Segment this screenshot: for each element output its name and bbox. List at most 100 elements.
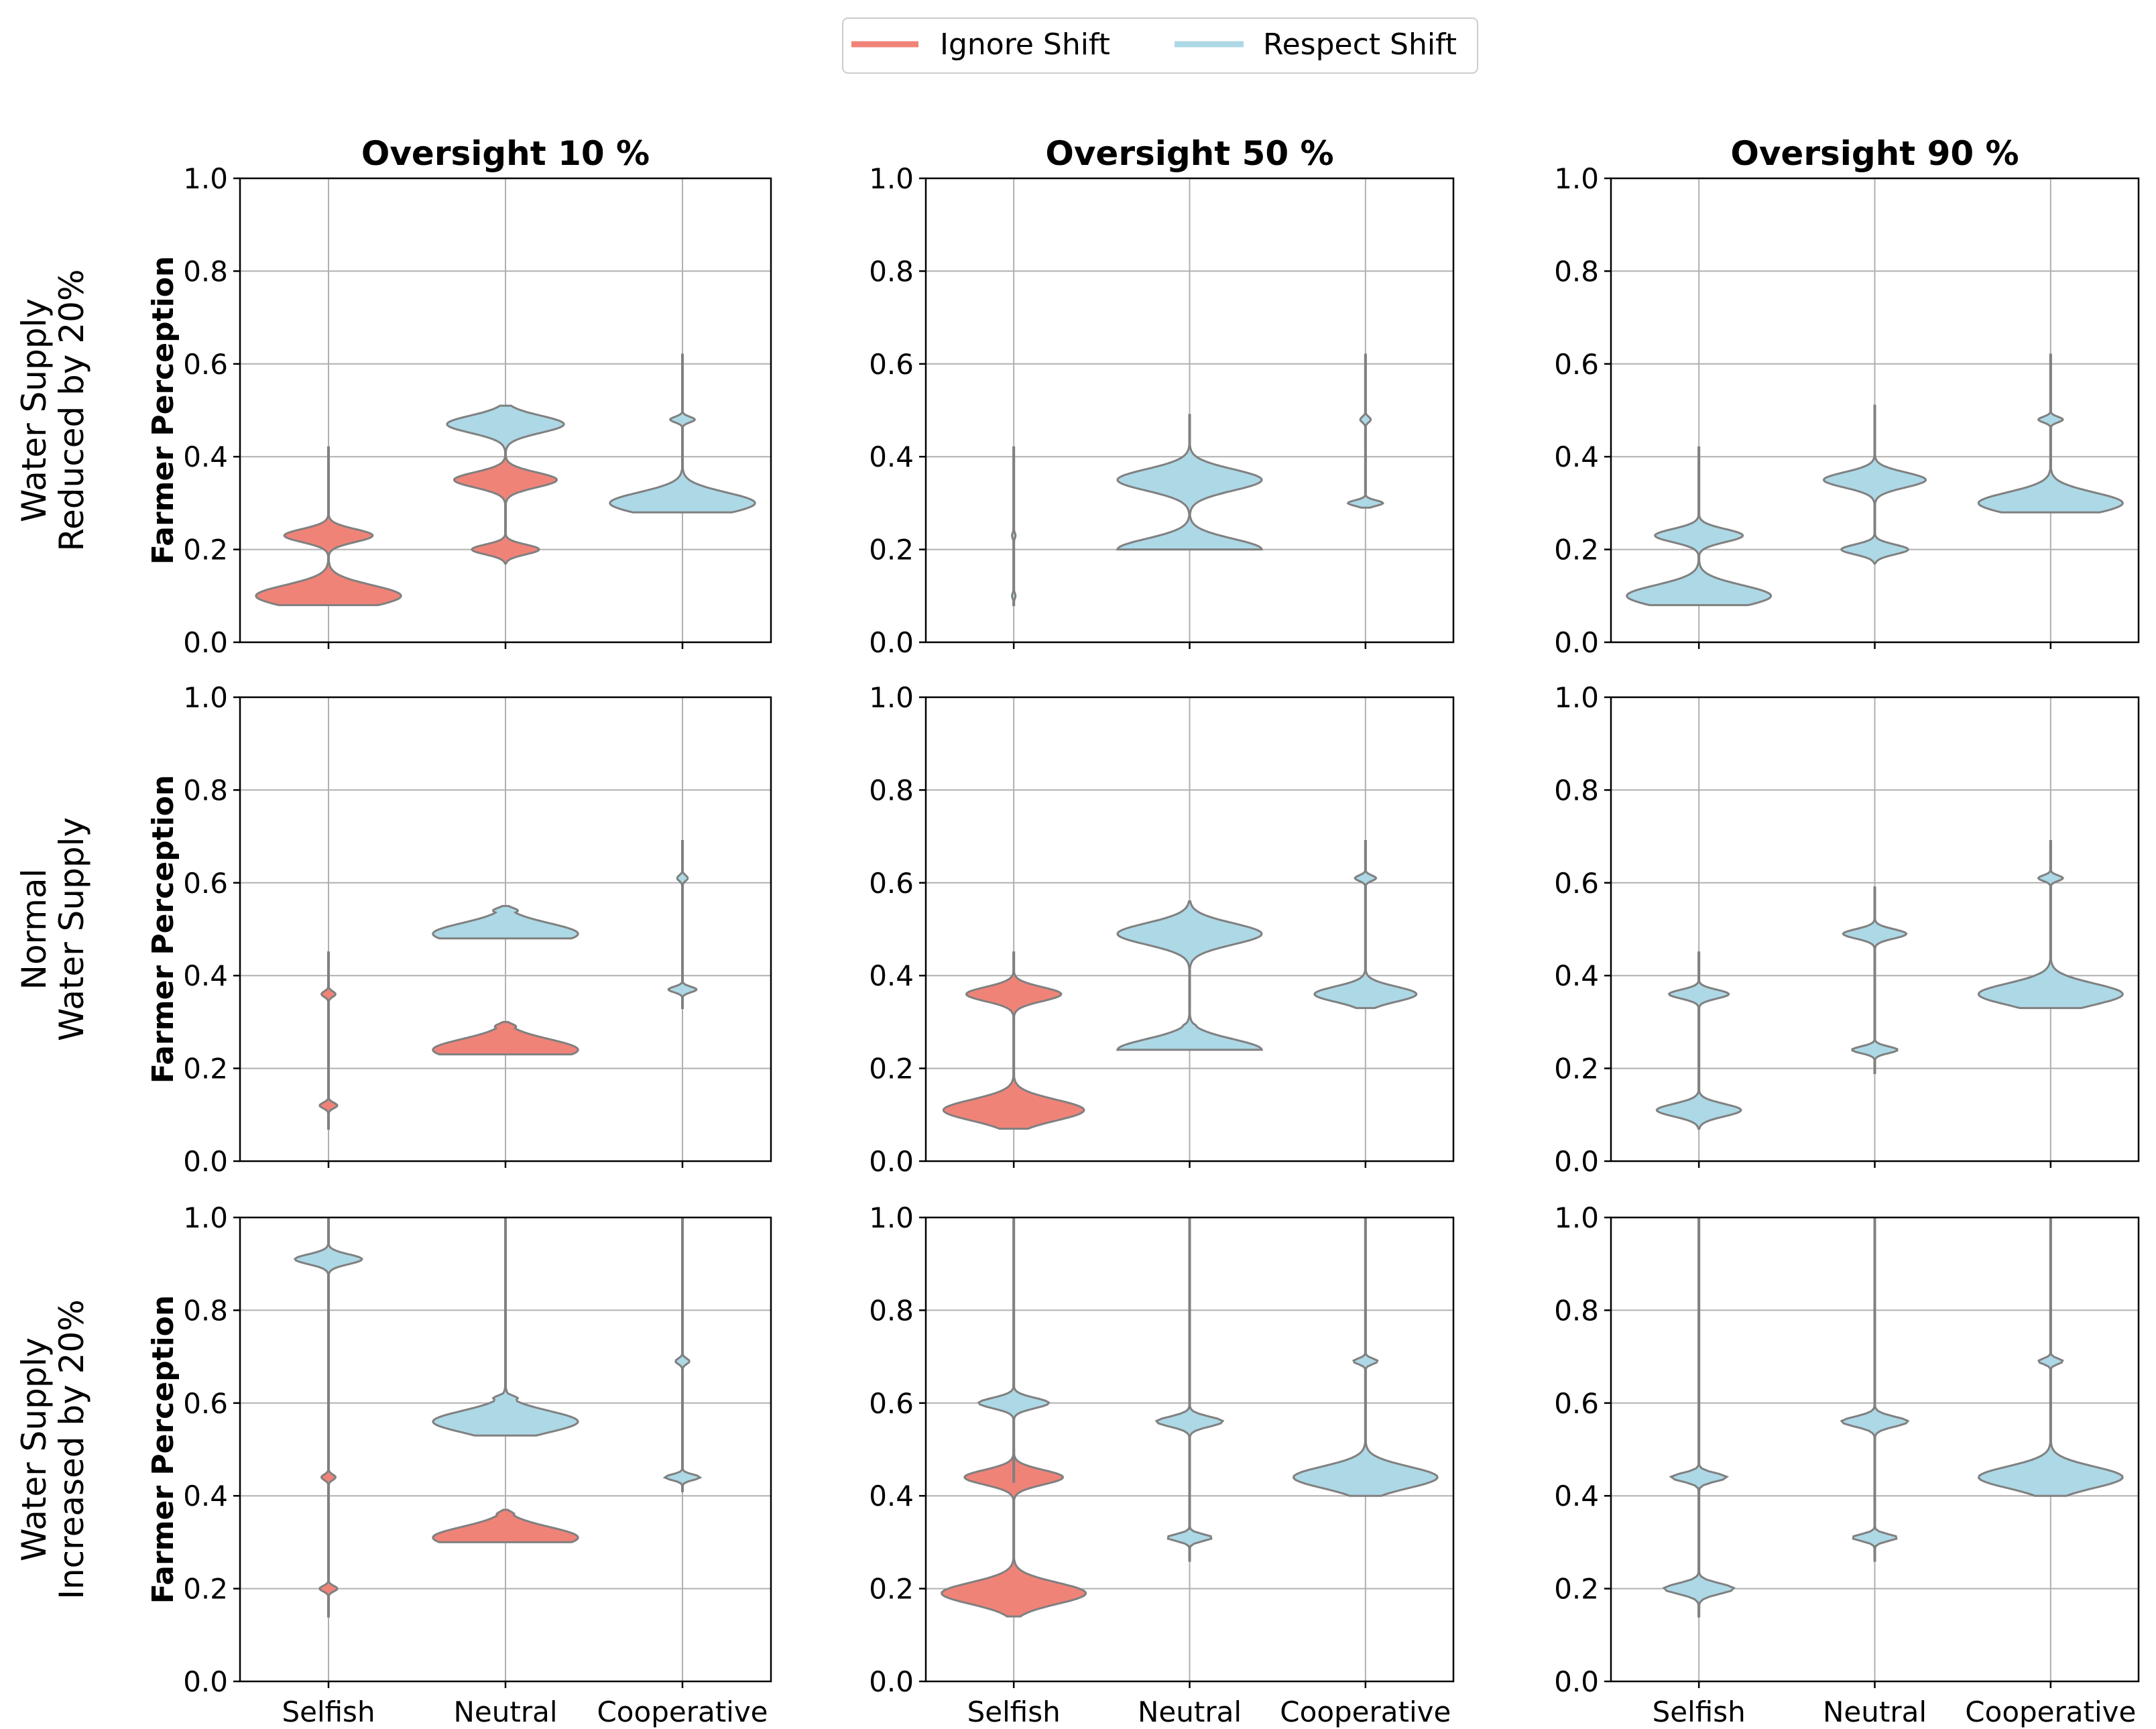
panel: 0.0 0.2 0.4 0.6 0.8 1.0 Selfish Neutral Cooperat… bbox=[146, 1201, 772, 1728]
y-tick-label: 0.4 bbox=[869, 959, 914, 992]
column-title: Oversight 10 % bbox=[361, 134, 650, 173]
y-tick-label: 0.6 bbox=[183, 867, 228, 900]
violins bbox=[293, 1217, 703, 1618]
y-tick-label: 0.6 bbox=[869, 348, 914, 381]
violin bbox=[942, 951, 1085, 1130]
y-tick-label: 0.0 bbox=[1554, 1145, 1599, 1178]
y-tick-label: 0.6 bbox=[1554, 1387, 1599, 1420]
y-tick-label: 0.8 bbox=[869, 774, 914, 807]
legend-entry: Ignore Shift bbox=[851, 27, 1110, 62]
x-tick-label: Selfish bbox=[1653, 1695, 1746, 1728]
y-tick-label: 1.0 bbox=[869, 162, 914, 195]
violin bbox=[1842, 886, 1908, 1074]
column-title: Oversight 90 % bbox=[1730, 134, 2019, 173]
y-tick-label: 1.0 bbox=[183, 681, 228, 714]
legend-entry: Respect Shift bbox=[1175, 27, 1457, 62]
x-tick-label: Cooperative bbox=[1965, 1695, 2136, 1728]
violins bbox=[1011, 353, 1384, 607]
y-tick-label: 1.0 bbox=[869, 681, 914, 714]
y-tick-label: 0.0 bbox=[1554, 1665, 1599, 1698]
violin bbox=[1655, 951, 1742, 1130]
row-title-line: Normal bbox=[15, 869, 54, 990]
violin bbox=[1011, 446, 1017, 607]
y-tick-label: 0.6 bbox=[869, 867, 914, 900]
y-tick-label: 0.8 bbox=[183, 774, 228, 807]
violin bbox=[446, 404, 565, 458]
y-tick-label: 0.0 bbox=[869, 1665, 914, 1698]
x-tick-label: Cooperative bbox=[597, 1695, 768, 1728]
legend-label: Respect Shift bbox=[1263, 27, 1457, 62]
y-tick-label: 0.2 bbox=[183, 1053, 228, 1085]
y-tick-label: 0.2 bbox=[869, 1573, 914, 1606]
violins bbox=[255, 353, 756, 607]
violin bbox=[1977, 353, 2124, 514]
y-tick-label: 0.6 bbox=[869, 1387, 914, 1420]
row-title-line: Water Supply bbox=[15, 298, 54, 522]
violins bbox=[942, 840, 1418, 1130]
y-tick-label: 0.2 bbox=[183, 1573, 228, 1606]
violins bbox=[1655, 840, 2124, 1130]
y-axis-label: Farmer Perception bbox=[146, 775, 180, 1083]
violin bbox=[1822, 404, 1927, 564]
violin bbox=[1154, 1217, 1225, 1562]
violin bbox=[1840, 1217, 1910, 1562]
violin bbox=[432, 1217, 579, 1437]
y-tick-label: 0.4 bbox=[869, 440, 914, 473]
violin bbox=[432, 1508, 579, 1543]
y-tick-label: 1.0 bbox=[1554, 162, 1599, 195]
y-tick-label: 0.8 bbox=[1554, 255, 1599, 288]
y-tick-label: 0.2 bbox=[1554, 534, 1599, 567]
y-tick-label: 0.4 bbox=[1554, 440, 1599, 473]
row-title-line: Water Supply bbox=[15, 1337, 54, 1561]
legend: Ignore Shift Respect Shift bbox=[842, 17, 1478, 74]
panel: 0.0 0.2 0.4 0.6 0.8 1.0 bbox=[1554, 681, 2140, 1178]
violin bbox=[293, 1217, 364, 1451]
x-tick-label: Neutral bbox=[453, 1695, 557, 1728]
y-tick-label: 0.8 bbox=[183, 1294, 228, 1327]
row-title-line: Increased by 20% bbox=[52, 1299, 91, 1600]
y-tick-label: 0.2 bbox=[869, 1053, 914, 1085]
y-tick-label: 0.6 bbox=[1554, 348, 1599, 381]
x-tick-label: Selfish bbox=[967, 1695, 1061, 1728]
y-tick-label: 0.2 bbox=[183, 534, 228, 567]
y-tick-label: 1.0 bbox=[183, 162, 228, 195]
y-tick-label: 0.6 bbox=[1554, 867, 1599, 900]
violin bbox=[432, 904, 579, 940]
y-tick-label: 0.0 bbox=[183, 1145, 228, 1178]
x-tick-label: Neutral bbox=[1138, 1695, 1242, 1728]
y-tick-label: 0.0 bbox=[1554, 626, 1599, 659]
y-tick-label: 0.8 bbox=[869, 1294, 914, 1327]
y-tick-label: 0.6 bbox=[183, 348, 228, 381]
violin bbox=[609, 353, 756, 514]
y-tick-label: 0.8 bbox=[1554, 774, 1599, 807]
violins bbox=[941, 1217, 1439, 1618]
violin bbox=[432, 1020, 579, 1056]
violin bbox=[1626, 446, 1773, 607]
violin bbox=[1346, 353, 1384, 509]
violin bbox=[1977, 840, 2124, 1010]
y-tick-label: 0.0 bbox=[183, 626, 228, 659]
violin bbox=[318, 1448, 339, 1618]
violin bbox=[1116, 414, 1264, 551]
y-tick-label: 0.4 bbox=[869, 1480, 914, 1512]
row-title-line: Water Supply bbox=[52, 817, 91, 1041]
y-tick-label: 0.4 bbox=[1554, 959, 1599, 992]
y-tick-label: 0.4 bbox=[183, 440, 228, 473]
panel: 0.0 0.2 0.4 0.6 0.8 1.0 Farmer Perception bbox=[146, 681, 772, 1178]
legend-frame bbox=[842, 17, 1478, 74]
violin bbox=[1292, 1217, 1439, 1497]
y-tick-label: 0.8 bbox=[183, 255, 228, 288]
y-tick-label: 1.0 bbox=[869, 1201, 914, 1234]
x-tick-label: Neutral bbox=[1823, 1695, 1927, 1728]
y-tick-label: 0.4 bbox=[183, 959, 228, 992]
y-tick-label: 0.6 bbox=[183, 1387, 228, 1420]
column-title: Oversight 50 % bbox=[1045, 134, 1333, 173]
violin bbox=[1116, 900, 1264, 1051]
y-tick-label: 0.0 bbox=[869, 1145, 914, 1178]
legend-label: Ignore Shift bbox=[940, 27, 1110, 62]
y-tick-label: 1.0 bbox=[1554, 681, 1599, 714]
violin bbox=[1977, 1217, 2124, 1497]
